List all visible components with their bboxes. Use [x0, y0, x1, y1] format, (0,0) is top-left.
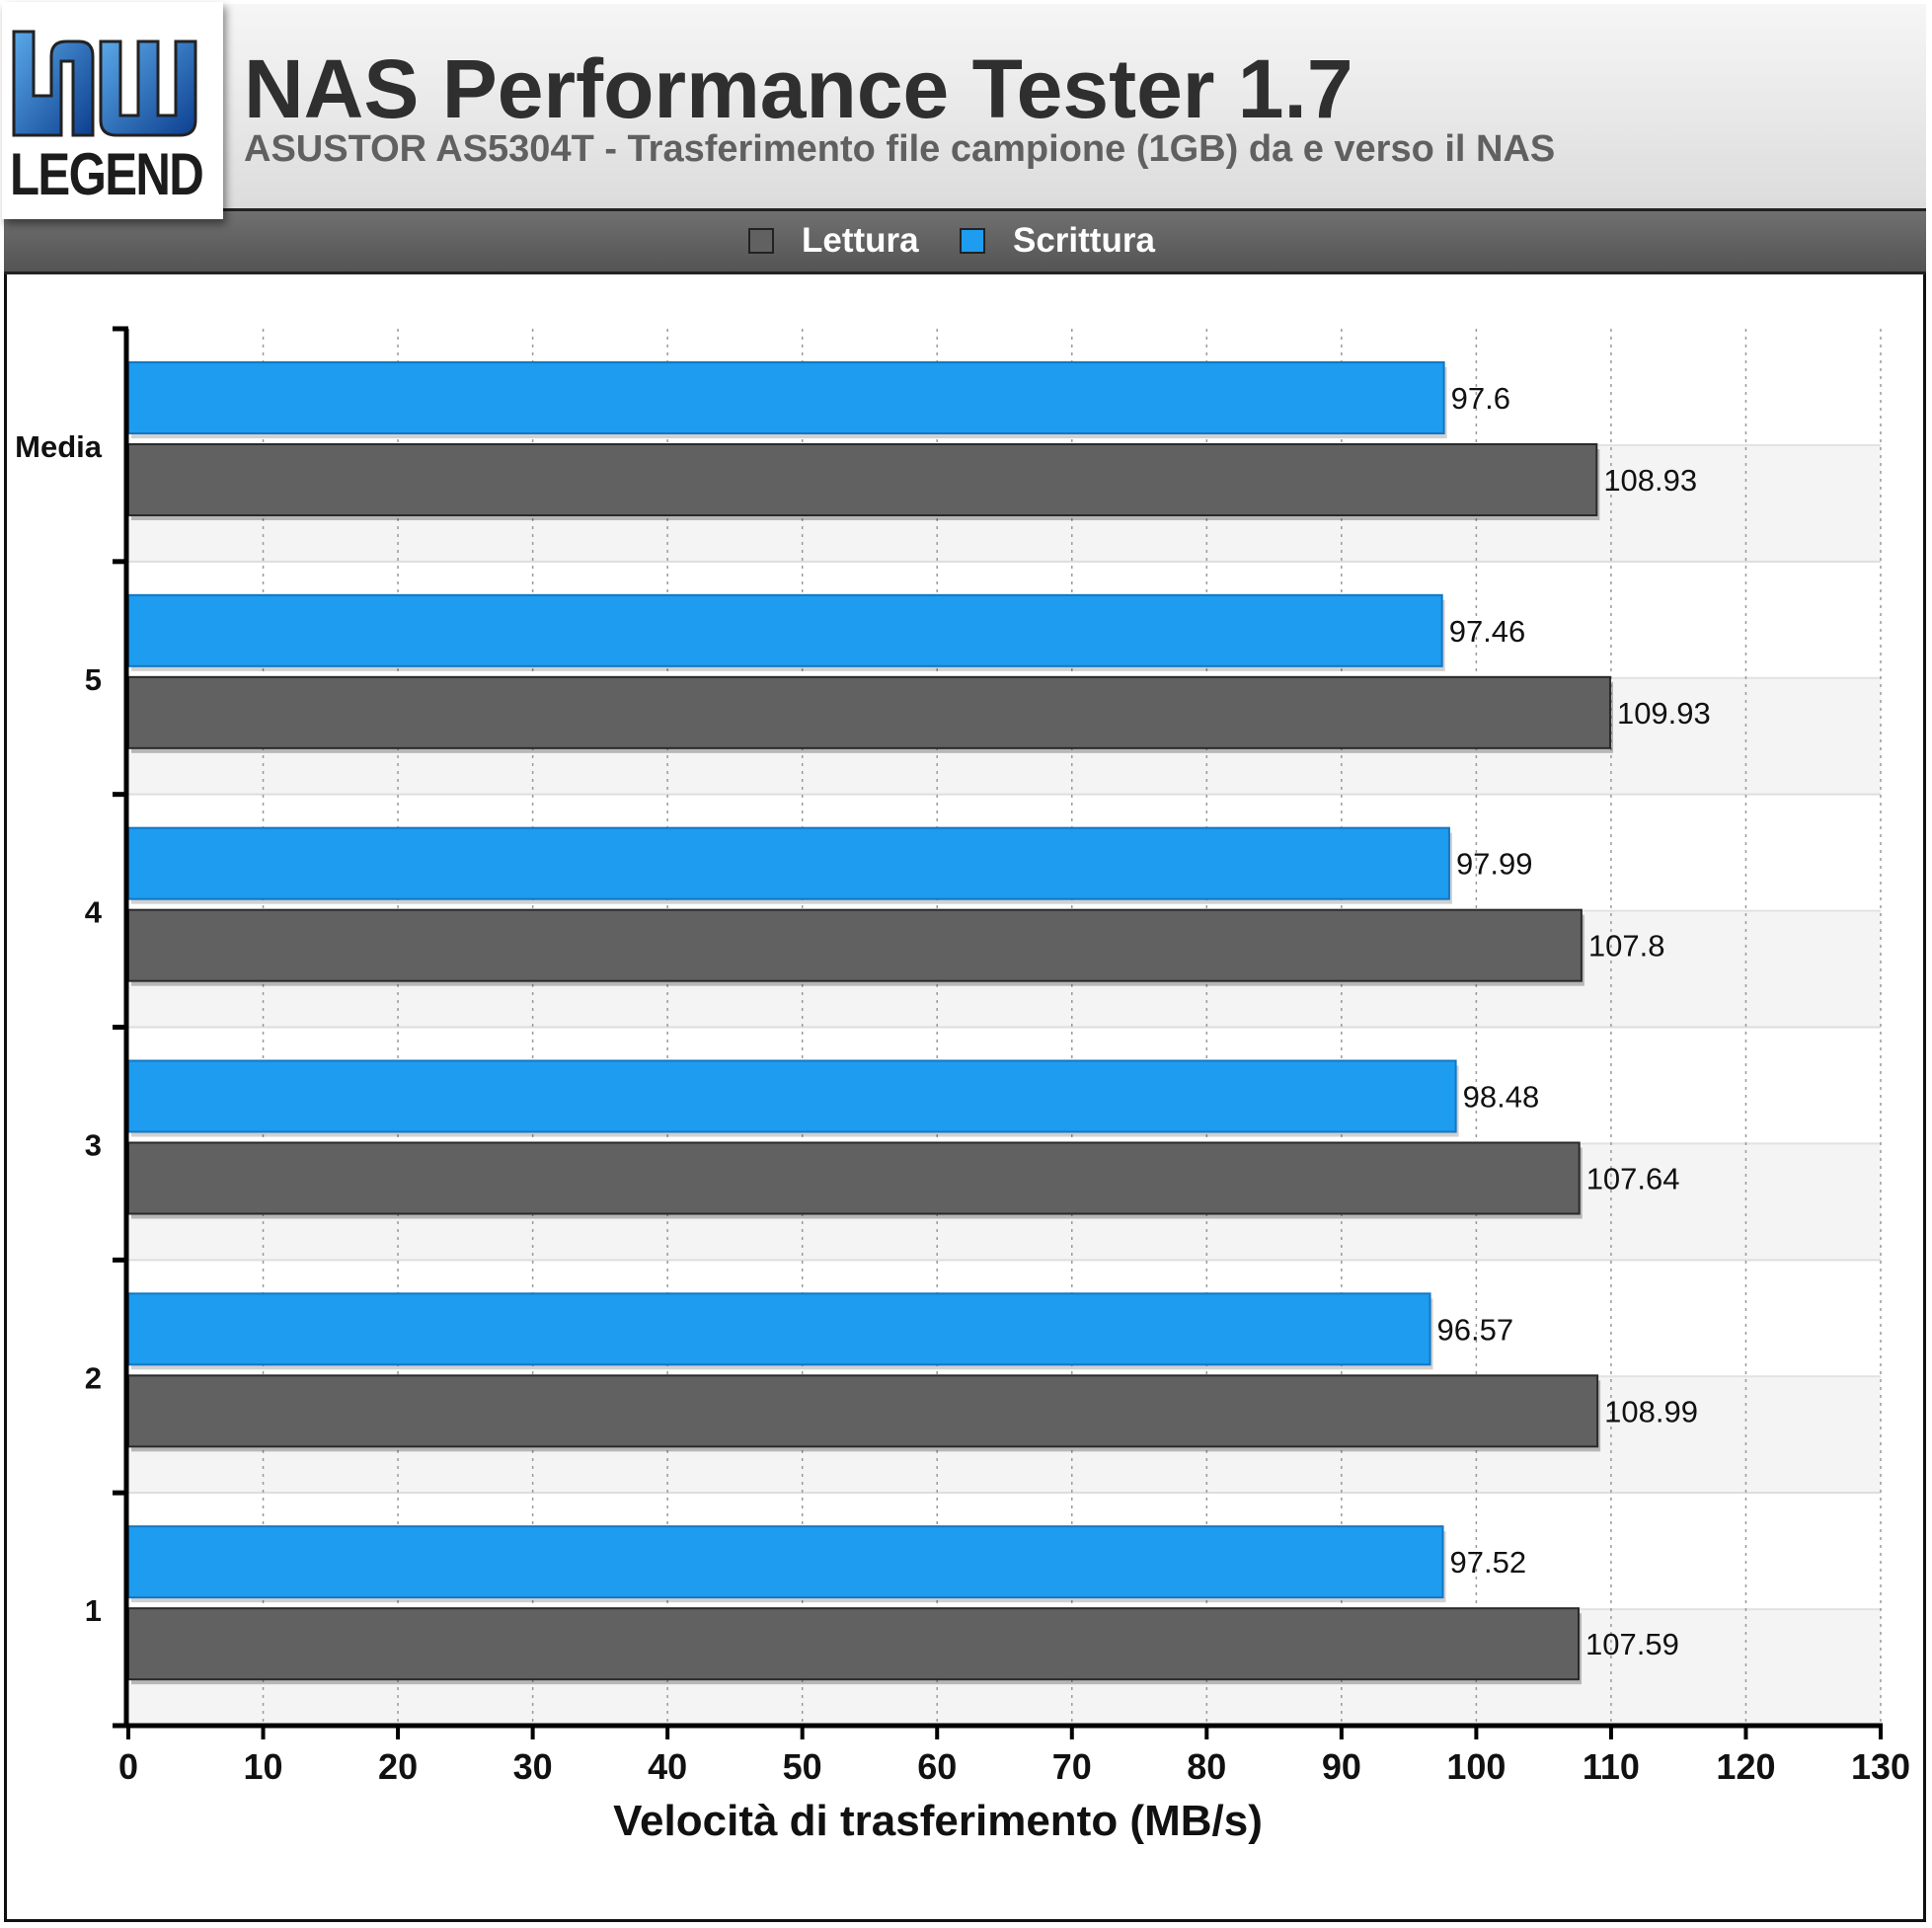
data-label-scrittura: 96.57: [1437, 1312, 1514, 1347]
chart-title: NAS Performance Tester 1.7: [244, 42, 1353, 135]
legend-label-lettura: Lettura: [802, 221, 919, 260]
x-tick-label: 130: [1851, 1746, 1910, 1787]
data-label-scrittura: 97.52: [1450, 1545, 1527, 1580]
logo-text: LEGEND: [10, 141, 204, 207]
x-tick-label: 20: [378, 1746, 418, 1787]
x-tick-label: 120: [1716, 1746, 1775, 1787]
legend-item-lettura: Lettura: [748, 221, 919, 261]
x-tick-label: 10: [244, 1746, 283, 1787]
data-label-lettura: 107.64: [1586, 1162, 1680, 1196]
bar-lettura: [127, 908, 1583, 982]
category-label: 3: [85, 1127, 102, 1162]
x-tick-label: 40: [648, 1746, 687, 1787]
x-tick-label: 50: [783, 1746, 822, 1787]
data-label-lettura: 107.8: [1588, 929, 1665, 964]
data-label-scrittura: 97.6: [1451, 381, 1510, 416]
x-tick-label: 30: [513, 1746, 553, 1787]
bar-scrittura: [127, 593, 1443, 667]
x-tick-label: 0: [118, 1746, 138, 1787]
bar-scrittura: [127, 1292, 1431, 1366]
bar-scrittura: [127, 1525, 1444, 1599]
bar-lettura: [127, 1607, 1581, 1681]
category-label: 1: [85, 1593, 102, 1628]
bar-scrittura: [127, 361, 1445, 434]
legend-item-scrittura: Scrittura: [960, 221, 1155, 261]
x-tick-label: 80: [1187, 1746, 1226, 1787]
bar-lettura: [127, 443, 1598, 516]
bar-lettura: [127, 675, 1611, 749]
site-logo: LEGEND: [2, 2, 223, 219]
data-label-lettura: 107.59: [1585, 1627, 1679, 1661]
data-label-lettura: 109.93: [1617, 696, 1711, 731]
data-label-scrittura: 97.46: [1449, 614, 1526, 649]
x-tick-label: 110: [1583, 1746, 1640, 1787]
x-tick-label: 100: [1446, 1746, 1506, 1787]
chart-header: NAS Performance Tester 1.7 ASUSTOR AS530…: [4, 4, 1926, 211]
legend-swatch-lettura: [748, 228, 774, 254]
category-label: 2: [85, 1360, 102, 1395]
logo-mark-icon: [12, 30, 197, 137]
category-label: Media: [15, 429, 103, 464]
data-label-scrittura: 98.48: [1463, 1080, 1540, 1115]
category-label: 4: [85, 895, 103, 930]
data-label-scrittura: 97.99: [1456, 847, 1533, 882]
bar-lettura: [127, 1141, 1581, 1215]
chart-subtitle: ASUSTOR AS5304T - Trasferimento file cam…: [244, 128, 1556, 170]
data-label-lettura: 108.93: [1603, 463, 1697, 498]
data-label-lettura: 108.99: [1604, 1394, 1698, 1428]
bar-scrittura: [127, 826, 1450, 900]
x-tick-label: 60: [917, 1746, 957, 1787]
bar-scrittura: [127, 1059, 1457, 1133]
x-tick-label: 70: [1052, 1746, 1092, 1787]
legend: Lettura Scrittura: [4, 211, 1926, 274]
category-label: 5: [85, 662, 102, 697]
x-axis-title: Velocità di trasferimento (MB/s): [613, 1797, 1263, 1845]
x-tick-label: 90: [1322, 1746, 1361, 1787]
legend-swatch-scrittura: [960, 228, 985, 254]
legend-label-scrittura: Scrittura: [1013, 221, 1155, 260]
bar-lettura: [127, 1374, 1599, 1448]
